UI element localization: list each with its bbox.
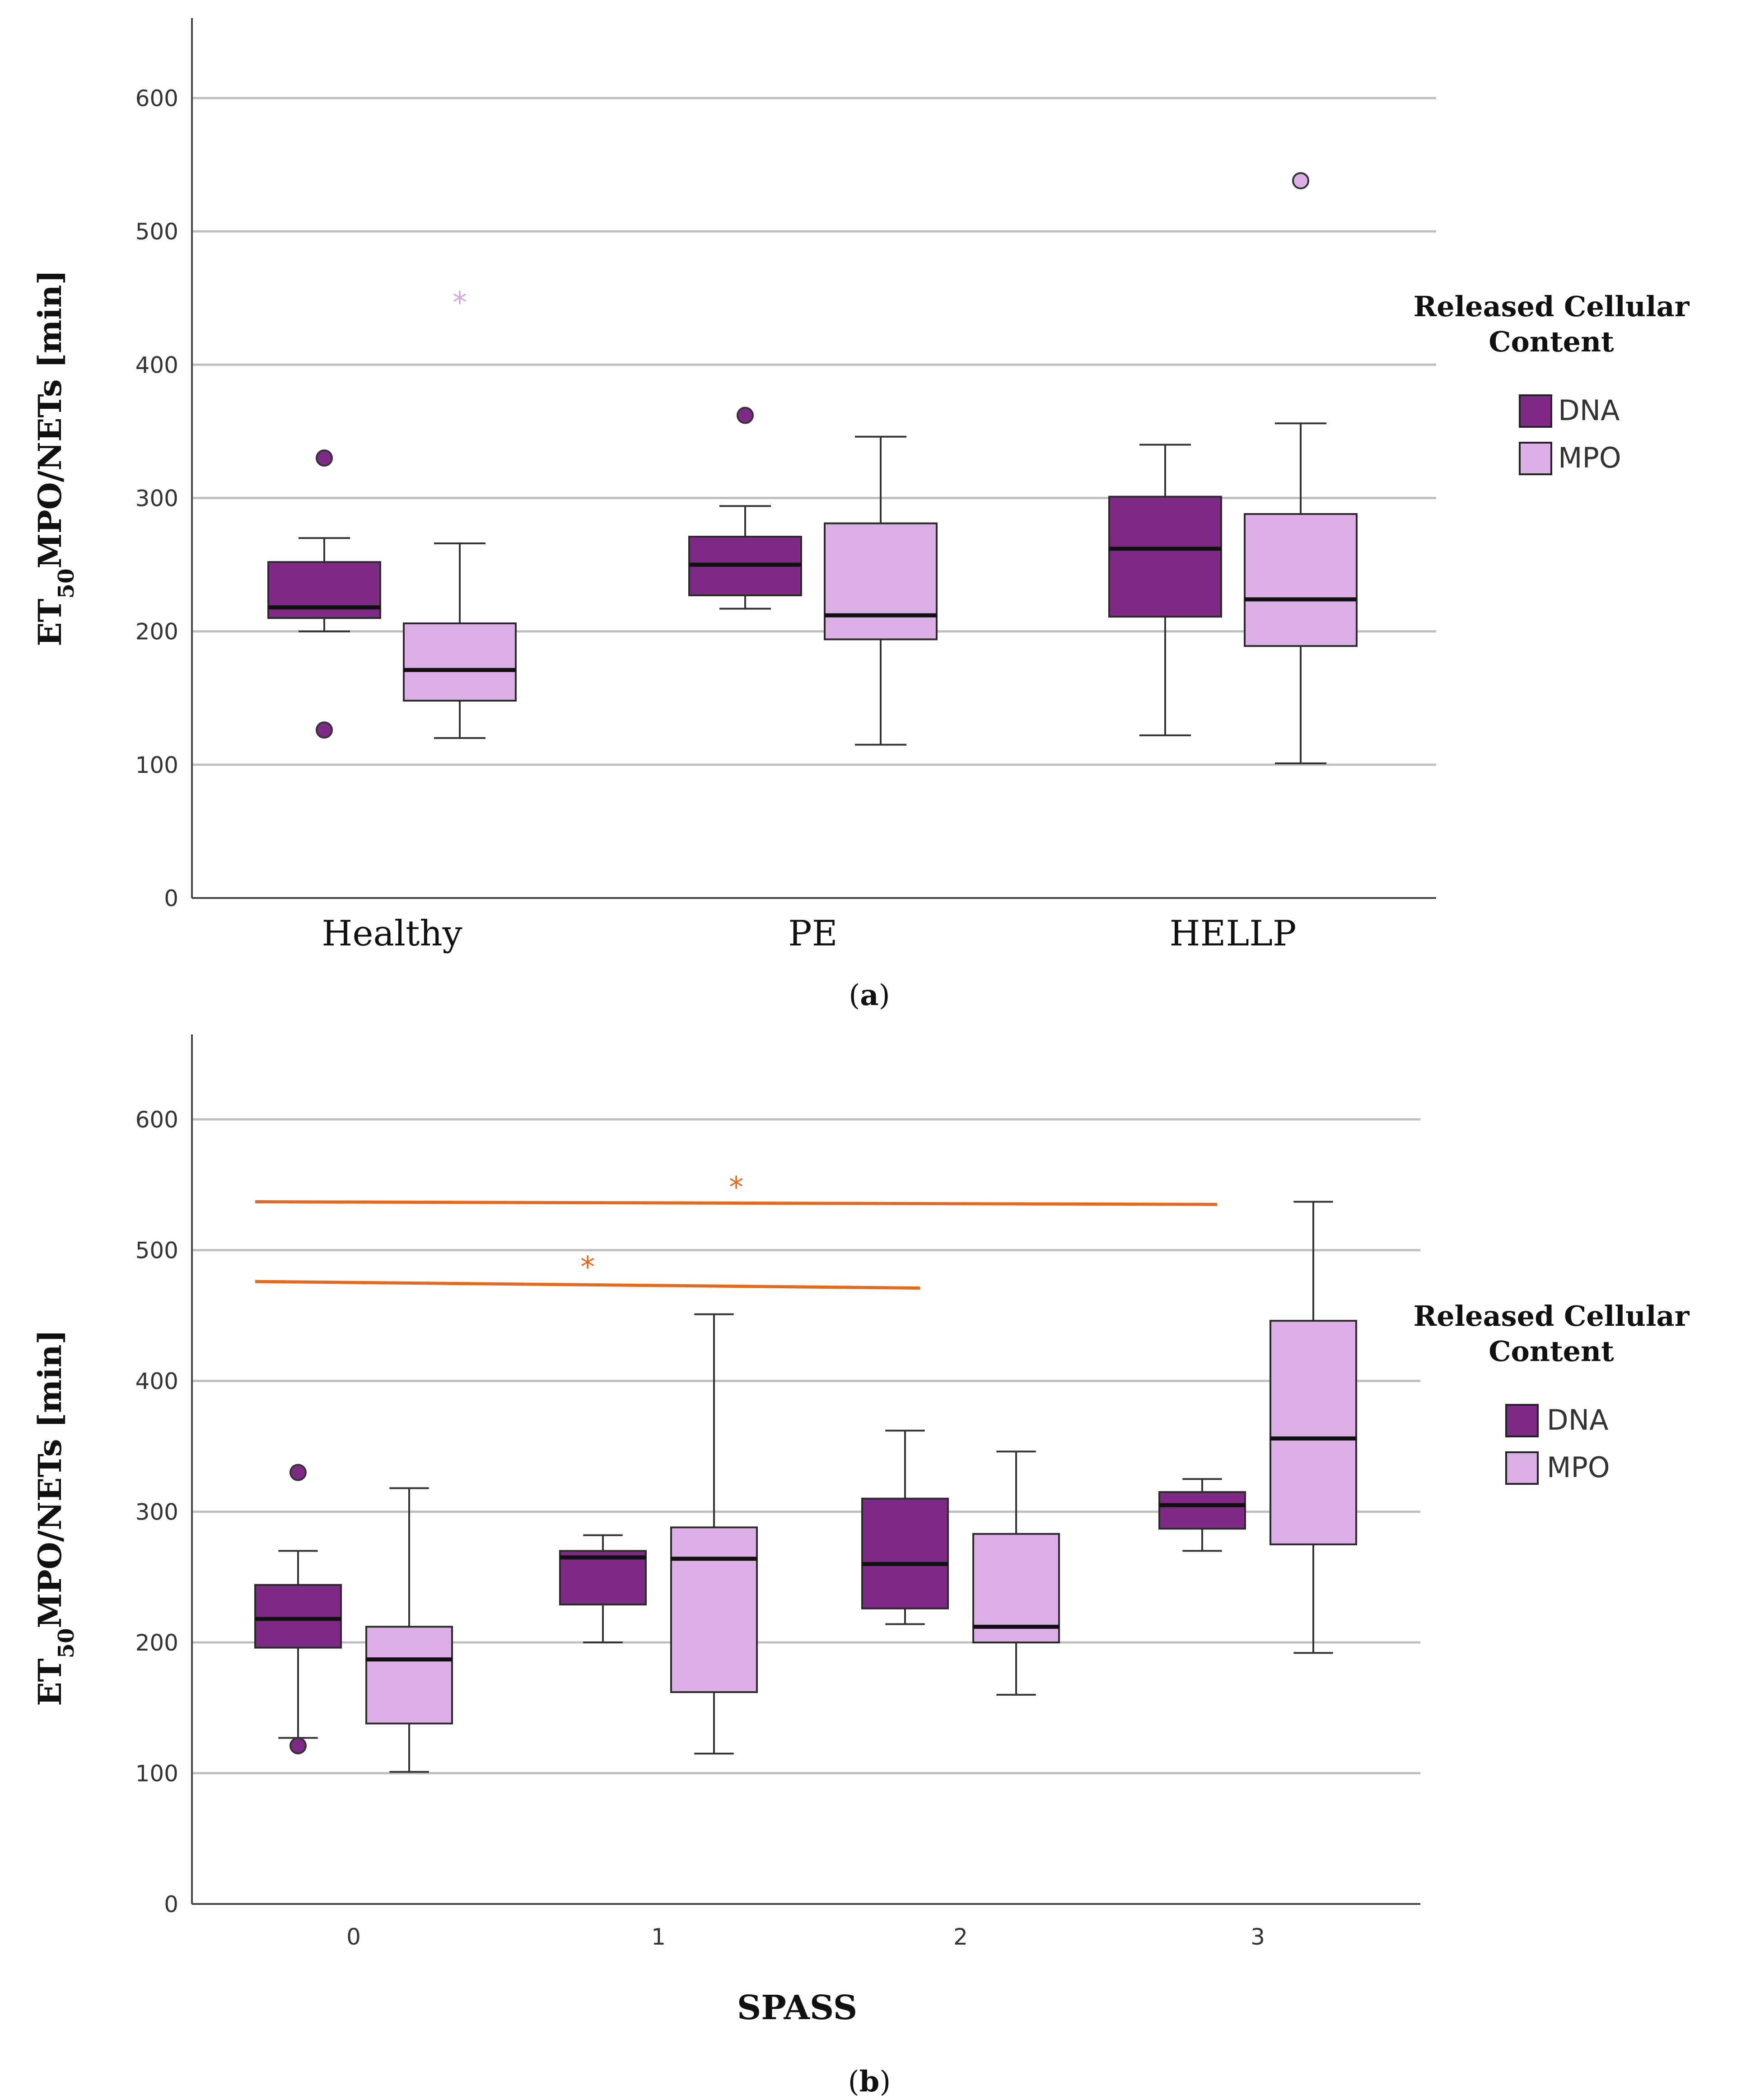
panel-label-open: ( bbox=[848, 2065, 859, 2099]
box-mpo-pe bbox=[824, 435, 938, 746]
x-tick-label: 3 bbox=[1251, 1924, 1265, 1950]
y-tick-label: 600 bbox=[135, 1107, 178, 1133]
y-axis-label-subscript: 50 bbox=[54, 1628, 79, 1659]
panel-label-close: ) bbox=[879, 2065, 891, 2099]
y-axis-label: ET50MPO/NETs [min] bbox=[31, 1329, 79, 1706]
panel-label: (b) bbox=[848, 2065, 891, 2099]
box-dna-3 bbox=[1158, 1478, 1246, 1552]
y-tick-label: 600 bbox=[135, 85, 178, 112]
y-tick-label: 500 bbox=[135, 219, 178, 245]
outlier-point bbox=[316, 449, 333, 467]
box-dna-hellp bbox=[1108, 444, 1222, 736]
box-dna-1 bbox=[559, 1534, 647, 1644]
y-tick-label: 400 bbox=[135, 352, 178, 378]
box-mpo-0 bbox=[365, 1487, 453, 1773]
x-tick-label: 2 bbox=[953, 1924, 968, 1950]
box-mpo-2 bbox=[972, 1450, 1060, 1696]
y-axis-label-main: ET bbox=[31, 1658, 69, 1706]
legend-label-dna: DNA bbox=[1558, 394, 1620, 427]
outlier-point bbox=[737, 407, 754, 424]
legend-swatch-dna bbox=[1505, 1404, 1539, 1437]
y-axis-label-subscript: 50 bbox=[54, 569, 79, 599]
y-axis-label-rest: MPO/NETs [min] bbox=[31, 1329, 69, 1628]
legend-swatch-mpo bbox=[1519, 442, 1552, 475]
outlier-point bbox=[1292, 172, 1309, 190]
iqr-box bbox=[1270, 1319, 1357, 1545]
box-mpo-hellp bbox=[1244, 172, 1358, 764]
iqr-box bbox=[1244, 513, 1358, 647]
x-tick-label: 0 bbox=[346, 1924, 361, 1950]
y-tick-label: 200 bbox=[135, 1630, 178, 1656]
significance-line bbox=[255, 1200, 1218, 1206]
x-tick-label: Healthy bbox=[322, 913, 462, 954]
legend-title: Released Cellular bbox=[1414, 290, 1690, 323]
iqr-box bbox=[559, 1550, 647, 1606]
y-tick-label: 0 bbox=[164, 885, 178, 912]
y-axis-label-rest: MPO/NETs [min] bbox=[31, 270, 69, 568]
iqr-box bbox=[365, 1626, 453, 1725]
outlier-point bbox=[316, 721, 333, 739]
legend-label-mpo: MPO bbox=[1558, 441, 1621, 474]
box-dna-2 bbox=[861, 1430, 949, 1625]
y-tick-label: 200 bbox=[135, 619, 178, 645]
box-mpo-1 bbox=[670, 1313, 758, 1755]
legend-swatch-dna bbox=[1519, 394, 1552, 428]
significance-star: * bbox=[580, 1251, 595, 1284]
panel-label: (a) bbox=[849, 978, 890, 1012]
panel-label-letter: b bbox=[859, 2065, 880, 2099]
iqr-box bbox=[254, 1584, 342, 1649]
panel-label-close: ) bbox=[879, 979, 890, 1012]
iqr-box bbox=[1108, 496, 1222, 618]
legend-title: Content bbox=[1489, 325, 1614, 358]
y-tick-label: 300 bbox=[135, 486, 178, 512]
y-tick-label: 500 bbox=[135, 1238, 178, 1264]
iqr-box bbox=[972, 1533, 1060, 1644]
x-tick-label: 1 bbox=[651, 1924, 666, 1950]
y-tick-label: 0 bbox=[164, 1891, 178, 1918]
iqr-box bbox=[670, 1526, 758, 1693]
panel-label-open: ( bbox=[849, 979, 860, 1012]
iqr-box bbox=[267, 561, 381, 619]
significance-line bbox=[255, 1280, 920, 1290]
outlier-star: * bbox=[453, 286, 467, 320]
box-dna-0 bbox=[254, 1464, 342, 1754]
iqr-box bbox=[1158, 1491, 1246, 1530]
y-axis-label-main: ET bbox=[31, 599, 69, 646]
y-tick-label: 100 bbox=[135, 752, 178, 778]
y-tick-label: 100 bbox=[135, 1761, 178, 1787]
panel-label-letter: a bbox=[860, 978, 878, 1012]
y-tick-label: 300 bbox=[135, 1499, 178, 1525]
legend-label-mpo: MPO bbox=[1547, 1451, 1610, 1484]
legend-swatch-mpo bbox=[1505, 1451, 1539, 1485]
chart-panel-b: 0 100 200 300 400 500 600 0 1 2 3 * * ET50MPO/NETs [m… bbox=[31, 1034, 1690, 2099]
box-mpo-healthy: * bbox=[403, 286, 517, 739]
x-axis-label: SPASS bbox=[737, 1988, 857, 2027]
y-tick-label: 400 bbox=[135, 1368, 178, 1394]
legend-label-dna: DNA bbox=[1547, 1403, 1609, 1436]
legend-title: Released Cellular bbox=[1414, 1300, 1690, 1333]
x-tick-label: PE bbox=[788, 913, 837, 954]
box-dna-healthy bbox=[267, 449, 381, 739]
box-mpo-3 bbox=[1270, 1201, 1357, 1654]
box-dna-pe bbox=[688, 407, 802, 610]
legend-title: Content bbox=[1489, 1335, 1614, 1368]
y-axis-label: ET50MPO/NETs [min] bbox=[31, 270, 79, 646]
significance-star: * bbox=[729, 1171, 743, 1205]
iqr-box bbox=[861, 1497, 949, 1609]
outlier-point bbox=[289, 1737, 307, 1754]
iqr-box bbox=[403, 622, 517, 702]
iqr-box bbox=[824, 522, 938, 641]
outlier-point bbox=[289, 1464, 307, 1481]
x-tick-label: HELLP bbox=[1169, 913, 1296, 954]
